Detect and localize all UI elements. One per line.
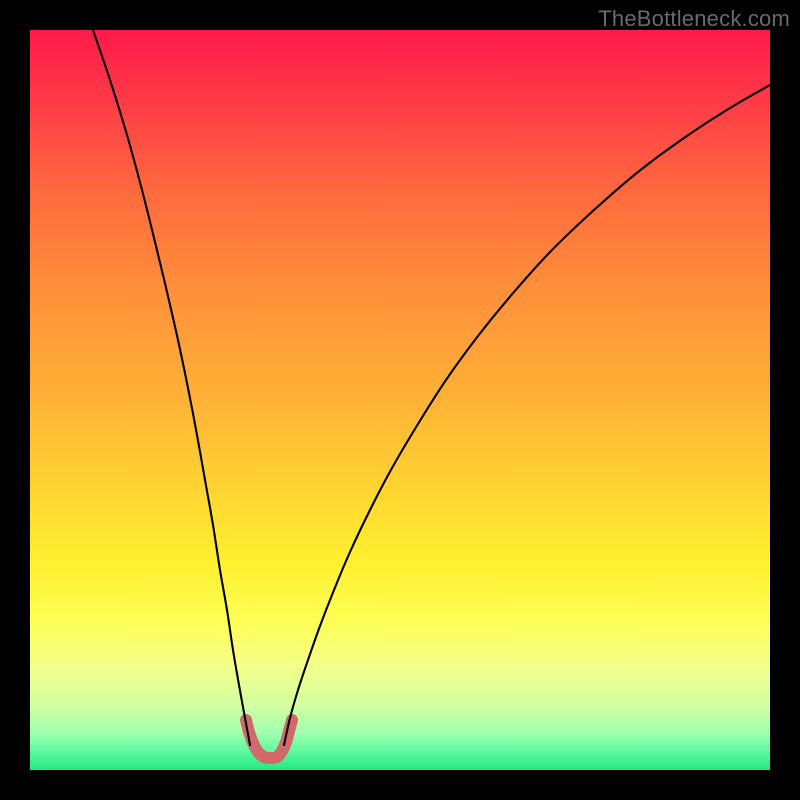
gradient-background bbox=[30, 30, 770, 770]
chart-svg bbox=[30, 30, 770, 770]
chart-frame bbox=[30, 30, 770, 770]
watermark-text: TheBottleneck.com bbox=[598, 6, 790, 32]
